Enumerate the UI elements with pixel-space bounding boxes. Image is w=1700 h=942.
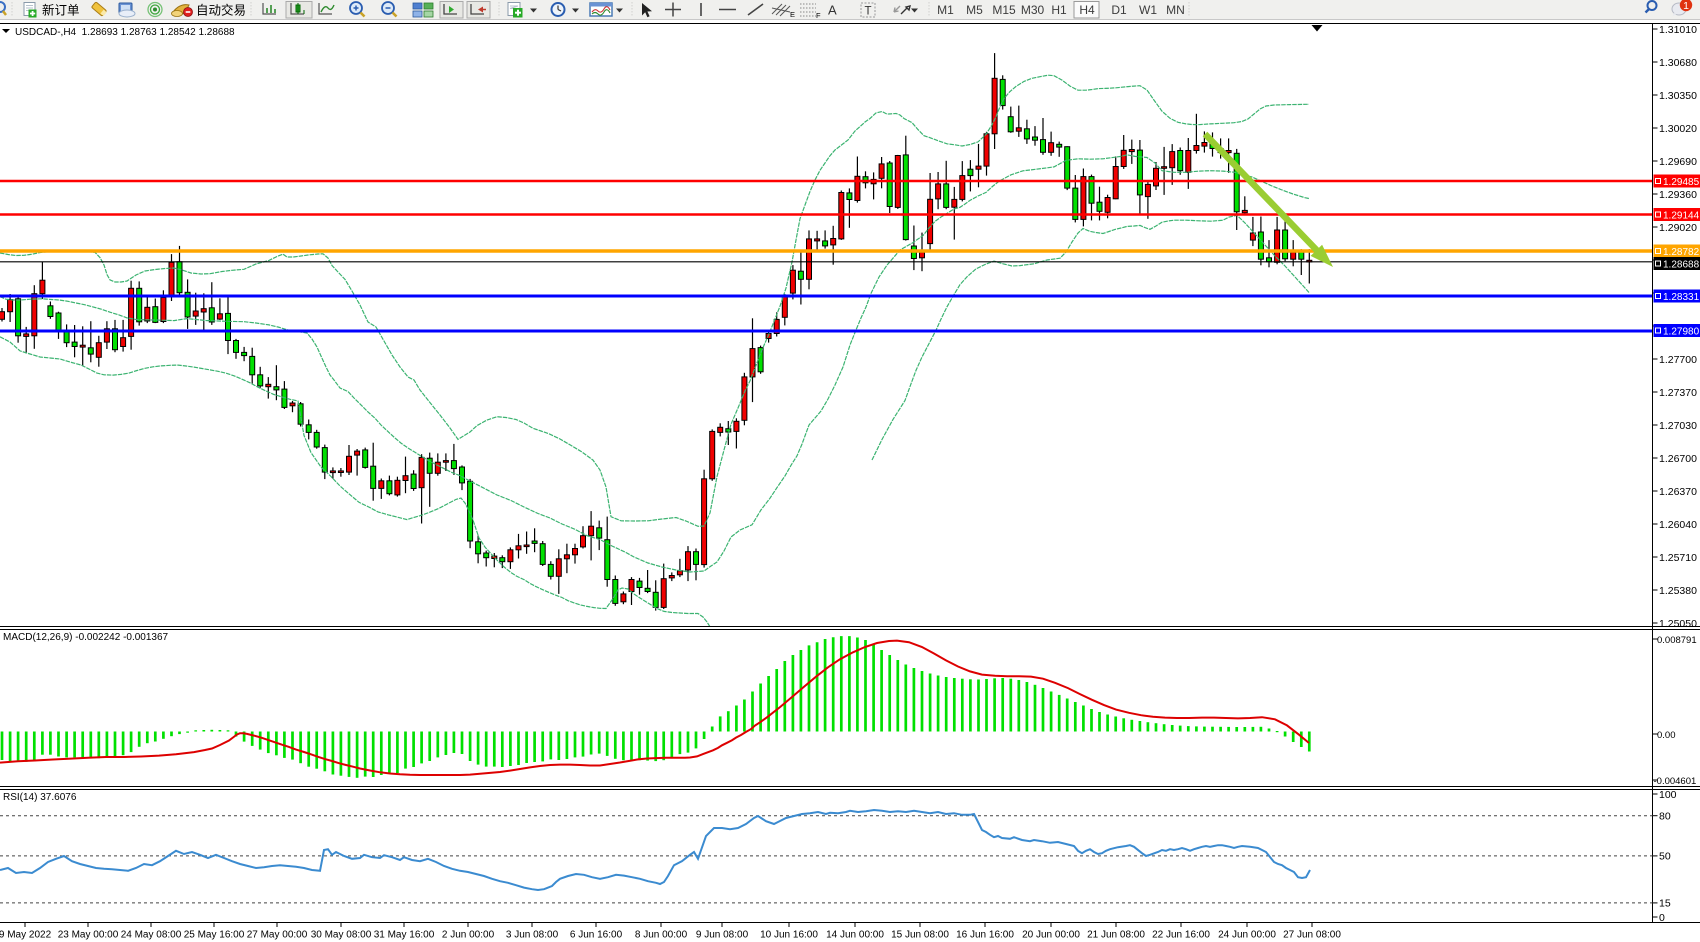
svg-text:15 Jun 08:00: 15 Jun 08:00 (891, 930, 949, 941)
svg-text:31 May 16:00: 31 May 16:00 (374, 930, 435, 941)
svg-text:1.27030: 1.27030 (1659, 420, 1697, 432)
svg-text:20 Jun 00:00: 20 Jun 00:00 (1022, 930, 1080, 941)
svg-text:6 Jun 16:00: 6 Jun 16:00 (570, 930, 623, 941)
svg-text:M5: M5 (966, 3, 983, 17)
svg-text:W1: W1 (1139, 3, 1157, 17)
svg-text:T: T (865, 6, 872, 18)
svg-text:1.26040: 1.26040 (1659, 519, 1697, 531)
svg-text:新订单: 新订单 (42, 3, 80, 18)
svg-text:16 Jun 16:00: 16 Jun 16:00 (956, 930, 1014, 941)
svg-text:30 May 08:00: 30 May 08:00 (311, 930, 372, 941)
svg-text:1: 1 (1683, 0, 1689, 12)
svg-text:1.28782: 1.28782 (1663, 247, 1700, 258)
svg-text:F: F (816, 11, 821, 20)
svg-text:1.29690: 1.29690 (1659, 156, 1697, 168)
svg-text:10 Jun 16:00: 10 Jun 16:00 (760, 930, 818, 941)
svg-text:RSI(14) 37.6076: RSI(14) 37.6076 (3, 792, 77, 803)
svg-text:1.27700: 1.27700 (1659, 354, 1697, 366)
svg-text:2 Jun 00:00: 2 Jun 00:00 (442, 930, 495, 941)
svg-text:1.30350: 1.30350 (1659, 90, 1697, 102)
svg-text:1.25050: 1.25050 (1659, 618, 1697, 630)
svg-text:E: E (790, 10, 795, 19)
svg-text:1.27370: 1.27370 (1659, 387, 1697, 399)
svg-text:8 Jun 00:00: 8 Jun 00:00 (635, 930, 688, 941)
svg-text:1.30680: 1.30680 (1659, 57, 1697, 69)
svg-text:1.26370: 1.26370 (1659, 486, 1697, 498)
svg-text:9 Jun 08:00: 9 Jun 08:00 (696, 930, 749, 941)
svg-text:D1: D1 (1111, 3, 1127, 17)
svg-text:MACD(12,26,9) -0.002242 -0.001: MACD(12,26,9) -0.002242 -0.001367 (3, 632, 169, 643)
svg-text:M1: M1 (937, 3, 954, 17)
svg-text:MN: MN (1166, 3, 1185, 17)
svg-text:1.29144: 1.29144 (1663, 210, 1700, 221)
svg-text:23 May 00:00: 23 May 00:00 (58, 930, 119, 941)
svg-text:25 May 16:00: 25 May 16:00 (184, 930, 245, 941)
svg-text:0.008791: 0.008791 (1657, 635, 1697, 646)
svg-text:9 May 2022: 9 May 2022 (0, 930, 52, 941)
svg-text:27 May 00:00: 27 May 00:00 (247, 930, 308, 941)
svg-text:0: 0 (1659, 912, 1665, 924)
svg-text:24 Jun 00:00: 24 Jun 00:00 (1218, 930, 1276, 941)
svg-text:USDCAD-,H4 1.28693 1.28763 1.: USDCAD-,H4 1.28693 1.28763 1.28542 1.286… (15, 27, 235, 38)
svg-text:1.27980: 1.27980 (1663, 326, 1700, 337)
svg-text:1.29360: 1.29360 (1659, 189, 1697, 201)
svg-text:14 Jun 00:00: 14 Jun 00:00 (826, 930, 884, 941)
svg-text:15: 15 (1659, 898, 1671, 910)
svg-text:100: 100 (1659, 789, 1677, 801)
svg-text:80: 80 (1659, 811, 1671, 823)
svg-text:21 Jun 08:00: 21 Jun 08:00 (1087, 930, 1145, 941)
svg-text:1.26700: 1.26700 (1659, 453, 1697, 465)
svg-text:3 Jun 08:00: 3 Jun 08:00 (506, 930, 559, 941)
svg-text:M15: M15 (992, 3, 1016, 17)
svg-text:H4: H4 (1079, 3, 1095, 17)
svg-text:1.29020: 1.29020 (1659, 222, 1697, 234)
svg-text:0.00: 0.00 (1657, 730, 1676, 741)
svg-text:1.28688: 1.28688 (1663, 259, 1700, 270)
svg-text:1.31010: 1.31010 (1659, 24, 1697, 36)
svg-text:27 Jun 08:00: 27 Jun 08:00 (1283, 930, 1341, 941)
svg-text:1.29485: 1.29485 (1663, 177, 1700, 188)
svg-text:1.25380: 1.25380 (1659, 585, 1697, 597)
svg-text:A: A (828, 3, 837, 18)
svg-text:自动交易: 自动交易 (196, 3, 246, 18)
svg-text:-0.004601: -0.004601 (1654, 776, 1697, 787)
svg-text:24 May 08:00: 24 May 08:00 (121, 930, 182, 941)
svg-text:22 Jun 16:00: 22 Jun 16:00 (1152, 930, 1210, 941)
svg-text:1.25710: 1.25710 (1659, 552, 1697, 564)
svg-text:1.28331: 1.28331 (1663, 292, 1700, 303)
svg-text:1.30020: 1.30020 (1659, 123, 1697, 135)
svg-text:H1: H1 (1051, 3, 1067, 17)
svg-text:M30: M30 (1021, 3, 1045, 17)
svg-text:50: 50 (1659, 851, 1671, 863)
